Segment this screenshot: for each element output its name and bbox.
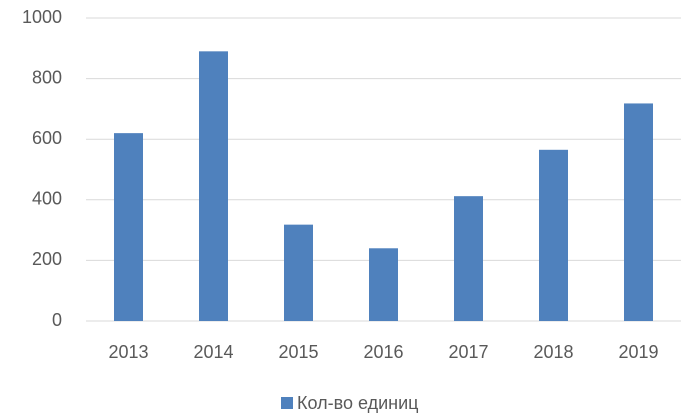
- legend-swatch: [281, 397, 293, 409]
- bar: [114, 133, 143, 321]
- y-tick-label: 400: [32, 189, 62, 209]
- y-tick-label: 600: [32, 128, 62, 148]
- x-tick-label: 2013: [108, 342, 148, 362]
- x-tick-label: 2016: [363, 342, 403, 362]
- bar: [199, 51, 228, 322]
- bar: [539, 149, 568, 321]
- bar: [284, 224, 313, 321]
- bar: [624, 103, 653, 321]
- y-tick-label: 0: [52, 310, 62, 330]
- y-tick-label: 200: [32, 249, 62, 269]
- x-tick-label: 2019: [618, 342, 658, 362]
- legend-label: Кол-во единиц: [297, 393, 418, 413]
- y-tick-label: 800: [32, 67, 62, 87]
- x-tick-label: 2014: [193, 342, 233, 362]
- x-tick-label: 2018: [533, 342, 573, 362]
- x-tick-label: 2015: [278, 342, 318, 362]
- y-tick-label: 1000: [22, 7, 62, 27]
- x-tick-label: 2017: [448, 342, 488, 362]
- bar: [369, 248, 398, 321]
- bar: [454, 196, 483, 321]
